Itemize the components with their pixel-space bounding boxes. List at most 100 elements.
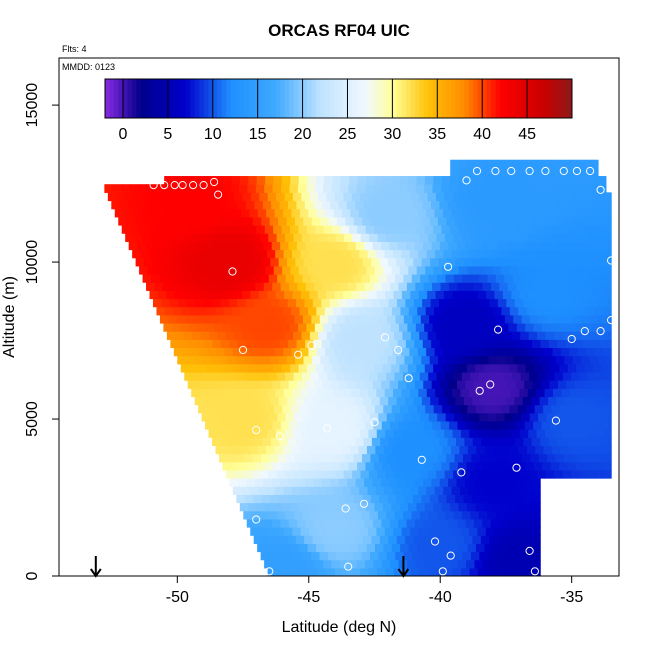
heatmap-cell xyxy=(586,388,596,398)
heatmap-cell xyxy=(516,461,526,471)
heatmap-cell xyxy=(423,518,433,528)
heatmap-cell xyxy=(502,527,512,536)
heatmap-cell xyxy=(594,347,604,357)
heatmap-cell xyxy=(192,371,202,381)
heatmap-cell xyxy=(262,200,272,210)
heatmap-cell xyxy=(177,216,187,226)
heatmap-cell xyxy=(610,445,612,455)
heatmap-cell xyxy=(503,331,513,340)
heatmap-cell xyxy=(278,257,288,267)
heatmap-cell xyxy=(495,371,505,381)
heatmap-cell xyxy=(468,208,478,218)
heatmap-cell xyxy=(214,404,224,414)
heatmap-cell xyxy=(448,241,458,251)
heatmap-cell xyxy=(238,282,248,291)
heatmap-cell xyxy=(221,380,231,389)
heatmap-cell xyxy=(454,216,464,226)
heatmap-cell xyxy=(496,412,506,422)
heatmap-cell xyxy=(541,380,551,389)
heatmap-cell xyxy=(478,233,488,242)
heatmap-cell xyxy=(535,347,545,357)
colorbar-segment xyxy=(563,79,569,118)
observation-point xyxy=(457,468,466,477)
heatmap-cell xyxy=(542,265,552,275)
heatmap-cell xyxy=(447,535,457,544)
heatmap-cell xyxy=(564,257,574,267)
heatmap-cell xyxy=(186,257,196,267)
heatmap-cell xyxy=(375,208,385,218)
heatmap-cell xyxy=(438,494,448,504)
heatmap-cell xyxy=(593,363,603,373)
heatmap-cell xyxy=(363,200,373,210)
heatmap-cell xyxy=(500,265,510,275)
heatmap-cell xyxy=(462,412,472,422)
heatmap-cell xyxy=(457,518,467,528)
heatmap-cell xyxy=(485,388,495,398)
heatmap-cell xyxy=(448,282,458,291)
heatmap-cell xyxy=(447,298,457,308)
heatmap-cell xyxy=(539,298,549,308)
heatmap-cell xyxy=(503,371,513,381)
heatmap-cell xyxy=(443,486,453,495)
heatmap-cell xyxy=(405,200,415,210)
heatmap-cell xyxy=(526,445,536,455)
heatmap-cell xyxy=(352,510,362,520)
heatmap-cell xyxy=(584,225,594,234)
heatmap-cell xyxy=(395,551,405,561)
heatmap-cell xyxy=(311,216,321,226)
heatmap-cell xyxy=(217,233,227,242)
heatmap-cell xyxy=(220,200,230,210)
heatmap-cell xyxy=(385,469,395,479)
heatmap-cell xyxy=(436,510,446,520)
heatmap-cell xyxy=(125,233,135,242)
heatmap-cell xyxy=(452,290,462,300)
heatmap-cell xyxy=(315,363,325,373)
heatmap-cell xyxy=(416,502,426,512)
heatmap-cell xyxy=(350,208,360,218)
heatmap-cell xyxy=(516,559,526,569)
heatmap-cell xyxy=(300,388,310,398)
heatmap-cell xyxy=(396,298,406,308)
heatmap-cell xyxy=(188,282,198,291)
heatmap-cell xyxy=(517,225,527,234)
heatmap-cell xyxy=(319,314,329,324)
heatmap-cell xyxy=(473,380,483,389)
heatmap-cell xyxy=(410,527,420,536)
heatmap-cell xyxy=(339,559,349,569)
heatmap-cell xyxy=(222,322,232,332)
heatmap-cell xyxy=(487,273,497,283)
heatmap-cell xyxy=(583,282,593,291)
heatmap-cell xyxy=(289,322,299,332)
heatmap-cell xyxy=(155,265,165,275)
colorbar-segment xyxy=(149,79,155,118)
heatmap-cell xyxy=(434,445,444,455)
heatmap-cell xyxy=(395,453,405,463)
heatmap-cell xyxy=(502,486,512,495)
heatmap-cell xyxy=(404,396,414,406)
heatmap-cell xyxy=(249,445,259,455)
heatmap-cell xyxy=(484,404,494,414)
heatmap-cell xyxy=(260,273,270,283)
observation-point xyxy=(507,166,516,176)
heatmap-cell xyxy=(509,167,519,177)
heatmap-cell xyxy=(338,200,348,210)
heatmap-cell xyxy=(562,469,572,479)
heatmap-cell xyxy=(297,184,307,193)
x-tick-label: -50 xyxy=(166,589,189,606)
heatmap-cell xyxy=(599,437,609,446)
heatmap-cell xyxy=(599,339,609,349)
heatmap-cell xyxy=(329,396,339,406)
heatmap-cell xyxy=(384,388,394,398)
heatmap-cell xyxy=(326,290,336,300)
heatmap-cell xyxy=(190,208,200,218)
heatmap-cell xyxy=(493,445,503,455)
heatmap-cell xyxy=(215,208,225,218)
heatmap-cell xyxy=(553,429,563,438)
heatmap-cell xyxy=(444,233,454,242)
heatmap-cell xyxy=(566,282,576,291)
heatmap-cell xyxy=(535,208,545,218)
heatmap-cell xyxy=(116,192,126,202)
heatmap-cell xyxy=(441,176,451,185)
heatmap-cell xyxy=(415,282,425,291)
heatmap-cell xyxy=(279,298,289,308)
